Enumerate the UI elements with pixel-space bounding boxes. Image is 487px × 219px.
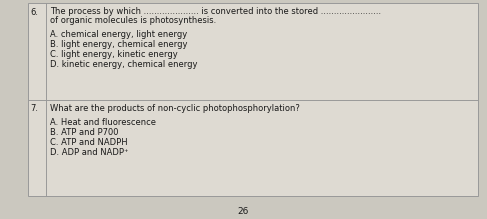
- Text: C. light energy, kinetic energy: C. light energy, kinetic energy: [50, 50, 178, 59]
- Text: 7.: 7.: [30, 104, 38, 113]
- Text: D. kinetic energy, chemical energy: D. kinetic energy, chemical energy: [50, 60, 198, 69]
- Text: B. light energy, chemical energy: B. light energy, chemical energy: [50, 40, 187, 49]
- Text: What are the products of non-cyclic photophosphorylation?: What are the products of non-cyclic phot…: [50, 104, 300, 113]
- Text: D. ADP and NADP⁺: D. ADP and NADP⁺: [50, 148, 129, 157]
- Text: A. chemical energy, light energy: A. chemical energy, light energy: [50, 30, 187, 39]
- Text: C. ATP and NADPH: C. ATP and NADPH: [50, 138, 128, 147]
- Text: 26: 26: [238, 207, 249, 216]
- Text: 6.: 6.: [30, 8, 38, 17]
- FancyBboxPatch shape: [28, 3, 478, 196]
- Text: of organic molecules is photosynthesis.: of organic molecules is photosynthesis.: [50, 16, 216, 25]
- Text: A. Heat and fluorescence: A. Heat and fluorescence: [50, 118, 156, 127]
- Text: B. ATP and P700: B. ATP and P700: [50, 128, 118, 137]
- Text: The process by which ..................... is converted into the stored ........: The process by which ...................…: [50, 7, 381, 16]
